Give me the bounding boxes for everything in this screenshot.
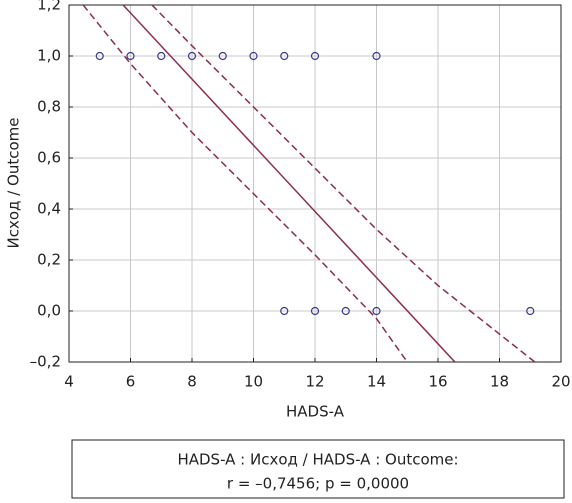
line xyxy=(122,5,456,362)
x-tick-label: 18 xyxy=(490,373,509,391)
annotation: HADS-A : Исход / HADS-A : Outcome: xyxy=(177,451,458,469)
x-tick-label: 16 xyxy=(428,373,447,391)
point xyxy=(310,306,320,316)
y-tick-label: –0,2 xyxy=(30,353,61,371)
line xyxy=(82,5,408,362)
point xyxy=(218,51,227,61)
point xyxy=(280,306,289,316)
point xyxy=(310,51,320,61)
y-tick-label: 0,0 xyxy=(37,302,61,320)
y-tick-label: 0,2 xyxy=(37,251,61,269)
point xyxy=(187,51,197,61)
point xyxy=(126,51,135,61)
x-tick-label: 14 xyxy=(367,373,386,391)
point xyxy=(95,51,104,61)
y-tick-label: 1,2 xyxy=(37,0,61,14)
point xyxy=(372,306,381,316)
annotation: r = –0,7456; p = 0,0000 xyxy=(227,475,409,493)
point xyxy=(341,306,350,316)
line xyxy=(151,5,536,362)
x-tick-label: 10 xyxy=(244,373,263,391)
x-tick-label: 6 xyxy=(126,373,136,391)
annotation-box xyxy=(71,439,565,499)
plot-frame xyxy=(68,4,562,363)
point xyxy=(280,51,289,61)
x-tick-label: 8 xyxy=(187,373,197,391)
x-tick-label: 12 xyxy=(305,373,324,391)
y-tick-label: 1,0 xyxy=(37,47,61,65)
point xyxy=(526,306,535,316)
point xyxy=(157,51,166,61)
y-axis-title: Исход / Outcome xyxy=(5,118,23,249)
x-axis-title: HADS-A xyxy=(286,403,345,421)
point xyxy=(372,51,381,61)
y-tick-label: 0,8 xyxy=(37,98,61,116)
y-tick-label: 0,4 xyxy=(37,200,61,218)
y-tick-label: 0,6 xyxy=(37,149,61,167)
x-tick-label: 20 xyxy=(551,373,570,391)
point xyxy=(249,51,258,61)
x-tick-label: 4 xyxy=(64,373,74,391)
